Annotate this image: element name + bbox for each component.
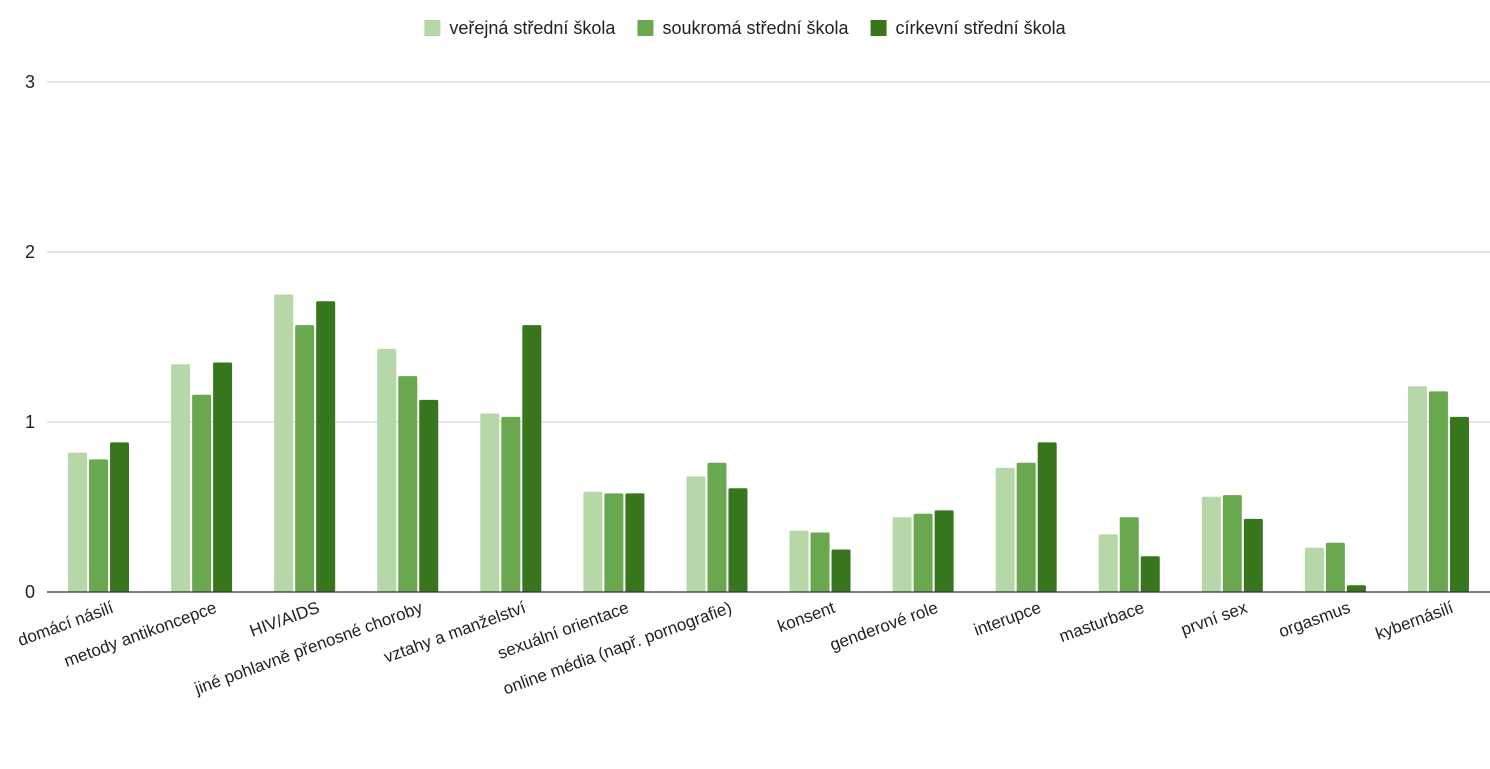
bar — [583, 491, 603, 592]
bar — [1304, 547, 1324, 592]
bar — [913, 513, 933, 592]
x-tick-label: genderové role — [827, 598, 940, 655]
bar — [831, 549, 851, 592]
y-tick-label: 2 — [25, 242, 35, 262]
legend-swatch — [870, 20, 887, 36]
bar — [68, 452, 88, 592]
bar — [1325, 542, 1345, 592]
bar — [1098, 534, 1118, 592]
bar — [110, 442, 130, 592]
bar — [604, 493, 624, 592]
bar — [686, 476, 706, 592]
legend: veřejná střední škola soukromá střední šk… — [424, 18, 1067, 38]
legend-label: církevní střední škola — [896, 18, 1067, 38]
legend-label: veřejná střední škola — [449, 18, 616, 38]
y-tick-label: 0 — [25, 582, 35, 602]
y-tick-label: 3 — [25, 72, 35, 92]
y-tick-label: 1 — [25, 412, 35, 432]
bar — [1201, 496, 1221, 592]
bars — [68, 294, 1469, 592]
legend-item: církevní střední škola — [870, 18, 1067, 38]
bar — [1037, 442, 1057, 592]
bar — [1243, 518, 1263, 592]
bar — [1119, 517, 1139, 592]
bar — [192, 394, 212, 592]
bar — [398, 376, 418, 592]
x-tick-label: HIV/AIDS — [247, 598, 322, 641]
bar — [1016, 462, 1036, 592]
bar — [728, 488, 748, 592]
x-tick-label: kybernásilí — [1373, 598, 1456, 644]
x-tick-label: konsent — [775, 598, 838, 636]
bar — [1449, 416, 1469, 592]
bar — [934, 510, 954, 592]
legend-item: veřejná střední škola — [424, 18, 616, 38]
bar — [892, 517, 912, 592]
bar — [625, 493, 645, 592]
bar — [316, 301, 336, 592]
bar — [789, 530, 809, 592]
bar — [89, 459, 109, 592]
x-tick-label: interupce — [971, 598, 1043, 640]
bar — [995, 467, 1015, 592]
bar — [1222, 495, 1242, 592]
bar — [522, 325, 542, 592]
y-axis: 0 1 2 3 — [25, 72, 35, 602]
bar — [213, 362, 233, 592]
bar — [501, 416, 521, 592]
bar — [1346, 585, 1366, 592]
bar — [480, 413, 500, 592]
legend-swatch — [424, 20, 441, 36]
x-tick-label: orgasmus — [1276, 598, 1353, 641]
bar — [707, 462, 727, 592]
legend-item: soukromá střední škola — [637, 18, 850, 38]
x-tick-label: masturbace — [1057, 598, 1147, 646]
bar — [1140, 556, 1160, 592]
bar — [295, 325, 315, 592]
bar — [377, 348, 397, 592]
gridlines — [47, 81, 1490, 423]
bar — [274, 294, 294, 592]
bar — [1428, 391, 1448, 592]
x-tick-label: první sex — [1178, 598, 1250, 640]
bar — [171, 364, 191, 592]
legend-swatch — [637, 20, 654, 36]
bar — [810, 532, 830, 592]
legend-label: soukromá střední škola — [662, 18, 849, 38]
bar — [419, 399, 439, 592]
bar — [1407, 386, 1427, 592]
